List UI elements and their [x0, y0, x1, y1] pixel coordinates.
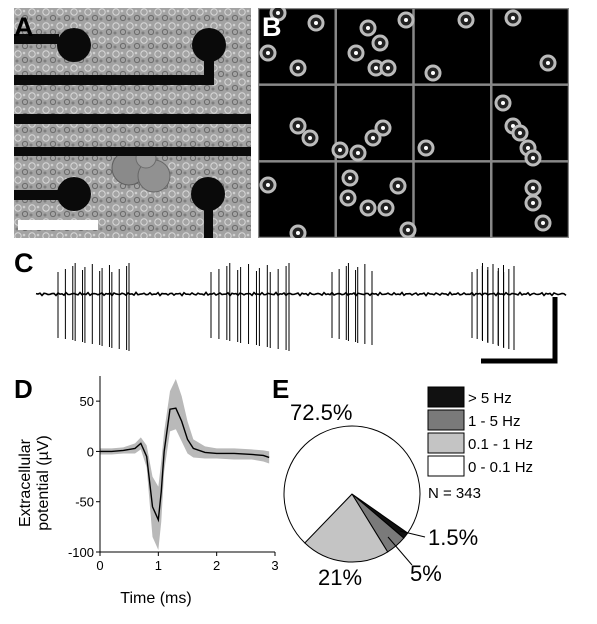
pie-label-1-5: 1.5% [428, 525, 478, 550]
detected-cell-center [266, 51, 270, 55]
pie-slice [304, 493, 389, 563]
panel-e-pie: E 72.5% 21% 5% 1.5% > 5 Hz 1 - 5 Hz 0.1 - … [270, 365, 597, 619]
pie-leader-line [387, 536, 413, 566]
legend-swatch [427, 432, 465, 454]
detected-cell-center [431, 71, 435, 75]
x-axis-label: Time (ms) [120, 590, 191, 607]
pie-leader-line [399, 530, 426, 538]
detected-cell-center [531, 201, 535, 205]
x-tick-label: 2 [213, 558, 220, 573]
panel-label-a: A [14, 12, 34, 42]
detected-cell-center [424, 146, 428, 150]
panel-label-d: D [14, 374, 33, 404]
legend-label: 1 - 5 Hz [468, 413, 521, 430]
detected-cell-center [346, 196, 350, 200]
detected-cell-center [296, 124, 300, 128]
y-axis-label-line2: potential (µV) [35, 435, 52, 530]
waveform-chart: D 0 1 2 3 50 0 -50 -100 Time (ms) Extracellular… [14, 374, 279, 607]
y-tick-label: 0 [87, 444, 94, 459]
mean-waveform-line [100, 407, 270, 523]
pie-label-72: 72.5% [290, 400, 352, 425]
panel-label-e: E [272, 374, 289, 404]
panel-label-c: C [14, 248, 34, 278]
detected-cell-center [464, 18, 468, 22]
x-tick-label: 0 [96, 558, 103, 573]
detected-cell-center [384, 206, 388, 210]
grid-cell [413, 161, 492, 239]
detected-cell-center [366, 206, 370, 210]
detected-cell-center [518, 131, 522, 135]
legend-swatch [427, 409, 465, 431]
detected-cell-center [531, 186, 535, 190]
grid-cell [491, 7, 570, 85]
x-tick-label: 1 [155, 558, 162, 573]
pie-slice [283, 425, 421, 544]
detected-cell-center [371, 136, 375, 140]
panel-d-waveform: D 0 1 2 3 50 0 -50 -100 Time (ms) Extracellular… [0, 365, 300, 619]
scale-bar [18, 220, 98, 230]
detected-cell-center [404, 18, 408, 22]
sample-size: N = 343 [428, 485, 481, 502]
legend-label: 0 - 0.1 Hz [468, 459, 533, 476]
panel-label-b: B [262, 12, 282, 42]
detected-cell-center [378, 41, 382, 45]
detected-cell-center [531, 156, 535, 160]
detected-cell-center [501, 101, 505, 105]
spike-train-trace [35, 263, 567, 364]
x-tick-label: 3 [271, 558, 278, 573]
detected-cell-center [296, 66, 300, 70]
detected-cell-center [511, 16, 515, 20]
legend-swatch [427, 455, 465, 477]
detected-cell-center [366, 26, 370, 30]
detected-cell-center [356, 151, 360, 155]
detected-cell-center [354, 51, 358, 55]
panel-b-cell-grid [257, 4, 570, 242]
detected-cell-center [386, 66, 390, 70]
detected-cell-center [406, 228, 410, 232]
y-axis-label-line1: Extracellular [17, 438, 34, 527]
error-band [100, 379, 270, 550]
detected-cell-center [348, 176, 352, 180]
detected-cell-center [546, 61, 550, 65]
pie-label-21: 21% [318, 565, 362, 590]
detected-cell-center [381, 126, 385, 130]
legend-label: > 5 Hz [468, 390, 512, 407]
detected-cell-center [374, 66, 378, 70]
legend-swatch [427, 386, 465, 408]
detected-cell-center [541, 221, 545, 225]
electrode-micrograph [14, 8, 251, 238]
panel-a-micrograph [14, 8, 251, 238]
electrode-traces [14, 28, 251, 238]
detected-cell-center [266, 183, 270, 187]
detected-cell-center [314, 21, 318, 25]
y-tick-label: 50 [80, 394, 94, 409]
detected-cell-center [276, 11, 280, 15]
detected-cell-center [296, 231, 300, 235]
firing-rate-pie-chart: E 72.5% 21% 5% 1.5% > 5 Hz 1 - 5 Hz 0.1 - … [272, 374, 533, 590]
cell-detection-grid [257, 4, 570, 242]
detected-cell-center [396, 184, 400, 188]
panel-c-spike-train [0, 250, 597, 370]
scale-bar [481, 297, 558, 364]
pie-label-5: 5% [410, 561, 442, 586]
legend-label: 0.1 - 1 Hz [468, 436, 533, 453]
detected-cell-center [338, 148, 342, 152]
detected-cell-center [526, 146, 530, 150]
y-tick-label: -50 [75, 495, 94, 510]
y-tick-label: -100 [68, 545, 94, 560]
detected-cell-center [308, 136, 312, 140]
grid-cell [335, 84, 414, 162]
